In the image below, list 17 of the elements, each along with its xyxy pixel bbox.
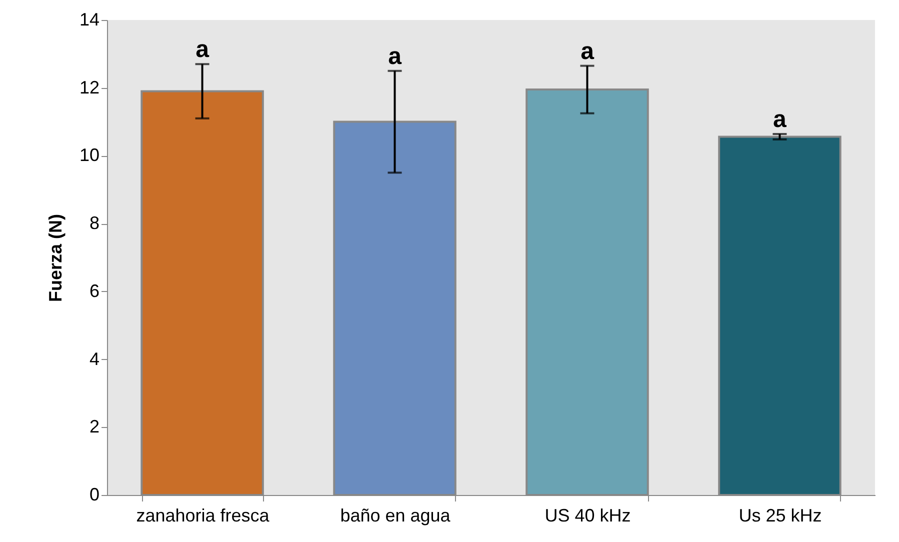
x-tick-label: US 40 kHz [544, 506, 631, 526]
y-tick-label: 0 [89, 484, 100, 504]
annotation: a [388, 42, 402, 70]
annotation: a [580, 38, 595, 65]
x-tick-label: zanahoria fresca [136, 506, 270, 526]
y-tick-label: 14 [79, 10, 100, 30]
y-tick-label: 12 [79, 77, 100, 98]
y-tick-label: 8 [89, 213, 100, 234]
annotation: a [773, 106, 788, 133]
x-tick-label: baño en agua [340, 506, 452, 526]
y-tick-label: 6 [89, 280, 100, 301]
y-tick-label: 10 [79, 145, 100, 166]
x-tick-label: Us 25 kHz [738, 506, 822, 526]
y-axis-title: Fuerza (N) [45, 214, 66, 302]
y-tick-label: 2 [89, 416, 100, 437]
y-tick-label: 4 [89, 348, 100, 369]
annotation: a [196, 36, 210, 64]
